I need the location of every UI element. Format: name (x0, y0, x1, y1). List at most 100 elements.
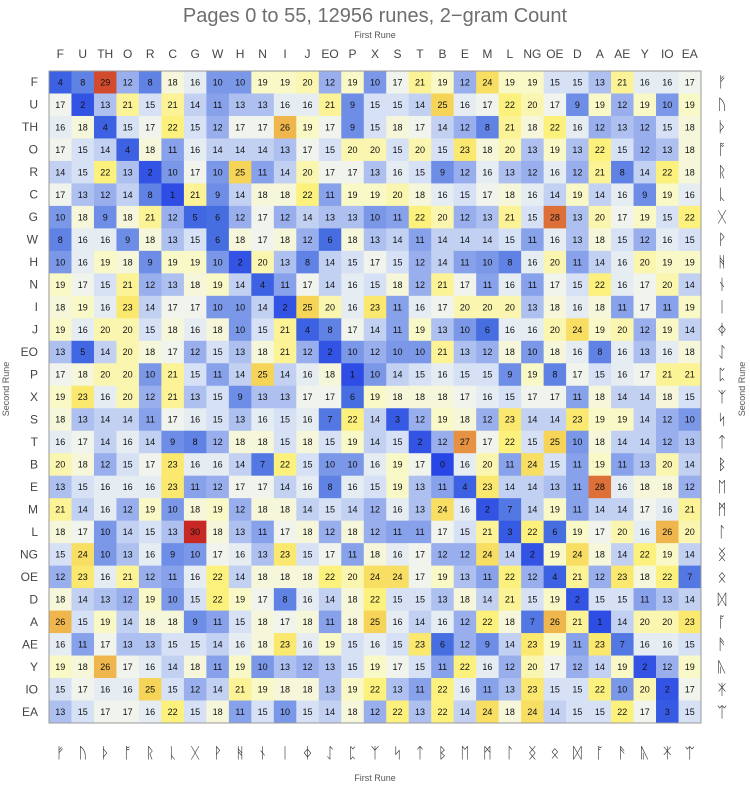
heatmap-cell (93, 588, 117, 611)
cell-value-label: 19 (303, 122, 313, 132)
heatmap-cell (318, 408, 342, 432)
heatmap-cell (453, 363, 477, 387)
cell-value-label: 14 (168, 662, 178, 672)
y-tick-label: N (29, 278, 38, 292)
cell-value-label: 15 (55, 550, 65, 560)
heatmap-cell (543, 160, 567, 184)
y-rune-tick-label: ᛁ (717, 298, 726, 316)
cell-value-label: 8 (620, 167, 625, 177)
cell-value-label: 16 (100, 505, 110, 515)
cell-value-label: 20 (505, 145, 515, 155)
cell-value-label: 22 (505, 100, 515, 110)
heatmap-cell (138, 205, 162, 229)
heatmap-cell (138, 138, 162, 162)
x-tick-label: O (123, 47, 132, 61)
heatmap-cell (296, 700, 320, 724)
heatmap-cell (408, 318, 432, 342)
cell-value-label: 16 (617, 347, 627, 357)
cell-value-label: 8 (328, 482, 333, 492)
cell-value-label: 3 (395, 415, 400, 425)
heatmap-cell (273, 115, 297, 139)
cell-value-label: 18 (595, 392, 605, 402)
heatmap-cell (341, 160, 365, 184)
cell-value-label: 14 (235, 572, 245, 582)
heatmap-cell (453, 655, 477, 679)
cell-value-label: 22 (437, 684, 447, 694)
heatmap-cell (273, 588, 297, 611)
cell-value-label: 14 (303, 212, 313, 222)
cell-value-label: 14 (100, 145, 110, 155)
cell-value-label: 12 (213, 122, 223, 132)
heatmap-cell (341, 93, 365, 117)
heatmap-cell (408, 408, 432, 432)
cell-value-label: 10 (168, 167, 178, 177)
cell-value-label: 12 (640, 325, 650, 335)
x-tick-label: TH (97, 47, 113, 61)
cell-value-label: 14 (235, 280, 245, 290)
cell-value-label: 20 (685, 527, 695, 537)
heatmap-cell (656, 498, 679, 522)
heatmap-cell (543, 453, 567, 477)
cell-value-label: 20 (640, 684, 650, 694)
y-rune-tick-label: ᛠ (717, 703, 726, 721)
y-rune-tick-label: ᛋ (717, 410, 726, 428)
heatmap-cell (251, 295, 275, 319)
heatmap-cell (431, 588, 455, 611)
heatmap-cell (476, 520, 500, 544)
cell-value-label: 19 (662, 550, 672, 560)
cell-value-label: 15 (392, 640, 402, 650)
heatmap-cell (273, 273, 297, 297)
cell-value-label: 14 (78, 595, 88, 605)
cell-value-label: 18 (78, 122, 88, 132)
heatmap-cell (116, 565, 140, 589)
cell-value-label: 17 (415, 550, 425, 560)
cell-value-label: 14 (415, 100, 425, 110)
heatmap-cell (363, 205, 387, 229)
heatmap-cell (498, 453, 522, 477)
y-tick-label: L (31, 525, 38, 539)
cell-value-label: 15 (460, 370, 470, 380)
y-tick-label: F (31, 75, 38, 89)
heatmap-cell (656, 610, 679, 634)
heatmap-cell (656, 588, 679, 611)
cell-value-label: 19 (55, 662, 65, 672)
heatmap-cell (318, 138, 342, 162)
cell-value-label: 17 (55, 190, 65, 200)
heatmap-cell (566, 205, 589, 229)
heatmap-cell (161, 565, 185, 589)
cell-value-label: 19 (100, 617, 110, 627)
heatmap-cell (611, 205, 634, 229)
cell-value-label: 14 (280, 482, 290, 492)
cell-value-label: 11 (415, 684, 424, 694)
cell-value-label: 14 (685, 550, 695, 560)
cell-value-label: 15 (437, 145, 447, 155)
heatmap-cell (341, 633, 365, 656)
heatmap-cell (431, 498, 455, 522)
x-tick-label: A (596, 47, 604, 61)
cell-value-label: 12 (437, 437, 447, 447)
heatmap-cell (228, 588, 252, 611)
heatmap-cell (183, 700, 207, 724)
cell-value-label: 19 (550, 595, 560, 605)
cell-value-label: 16 (190, 460, 200, 470)
heatmap-cell (521, 655, 545, 679)
cell-value-label: 22 (662, 167, 672, 177)
cell-value-label: 14 (123, 527, 133, 537)
cell-value-label: 23 (617, 572, 627, 582)
cell-value-label: 14 (505, 640, 515, 650)
cell-value-label: 15 (617, 145, 627, 155)
heatmap-cell (93, 318, 117, 342)
cell-value-label: 22 (640, 550, 650, 560)
cell-value-label: 14 (505, 482, 515, 492)
heatmap-cell (318, 385, 342, 409)
cell-value-label: 18 (55, 415, 65, 425)
cell-value-label: 5 (193, 212, 198, 222)
heatmap-cell (273, 565, 297, 589)
heatmap-cell (656, 453, 679, 477)
heatmap-cell (296, 183, 320, 207)
cell-value-label: 18 (258, 505, 268, 515)
heatmap-cell (408, 228, 432, 252)
cell-value-label: 16 (100, 235, 110, 245)
cell-value-label: 12 (460, 77, 470, 87)
cell-value-label: 9 (507, 370, 512, 380)
